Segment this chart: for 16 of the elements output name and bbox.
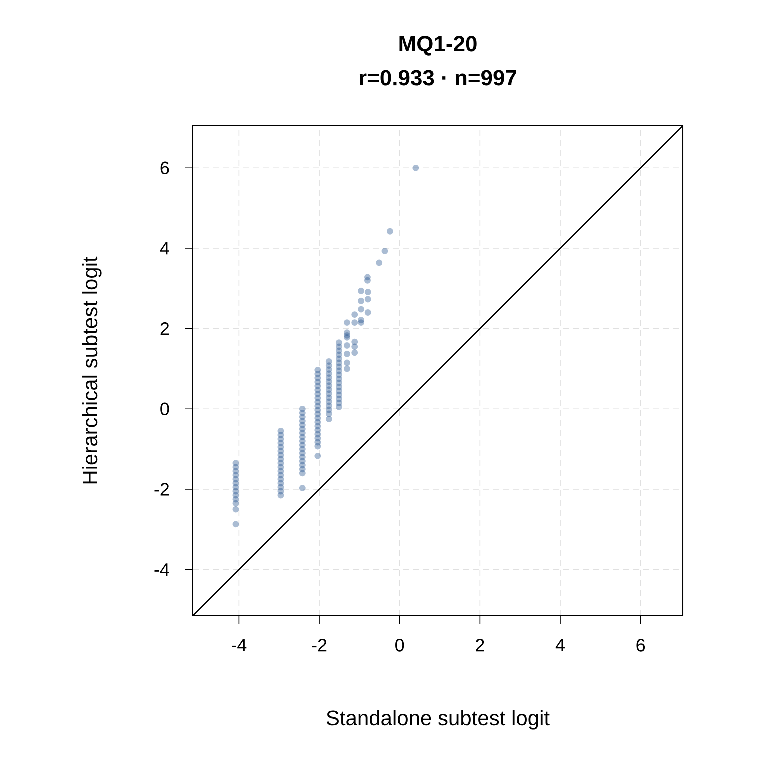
chart-title: MQ1-20 [400, 36, 477, 56]
x-tick-label: 4 [556, 639, 565, 652]
y-tick-label: 2 [160, 322, 170, 336]
x-tick-label: 6 [636, 639, 646, 652]
y-tick-label: 6 [160, 162, 170, 175]
y-tick-label: -4 [154, 564, 170, 576]
x-tick-label: -4 [232, 639, 247, 652]
y-axis-title: Hierarchical subtest logit [82, 256, 102, 484]
chart-subtitle: r=0.933 · n=997 [360, 70, 517, 86]
x-axis-title: Standalone subtest logit [326, 710, 550, 730]
x-tick-label: 0 [396, 639, 404, 652]
x-tick-label: -2 [312, 639, 327, 652]
x-tick-label: 2 [476, 639, 484, 652]
y-tick-label: -2 [154, 483, 170, 496]
y-tick-label: 0 [160, 402, 170, 416]
y-tick-label: 4 [160, 242, 170, 255]
